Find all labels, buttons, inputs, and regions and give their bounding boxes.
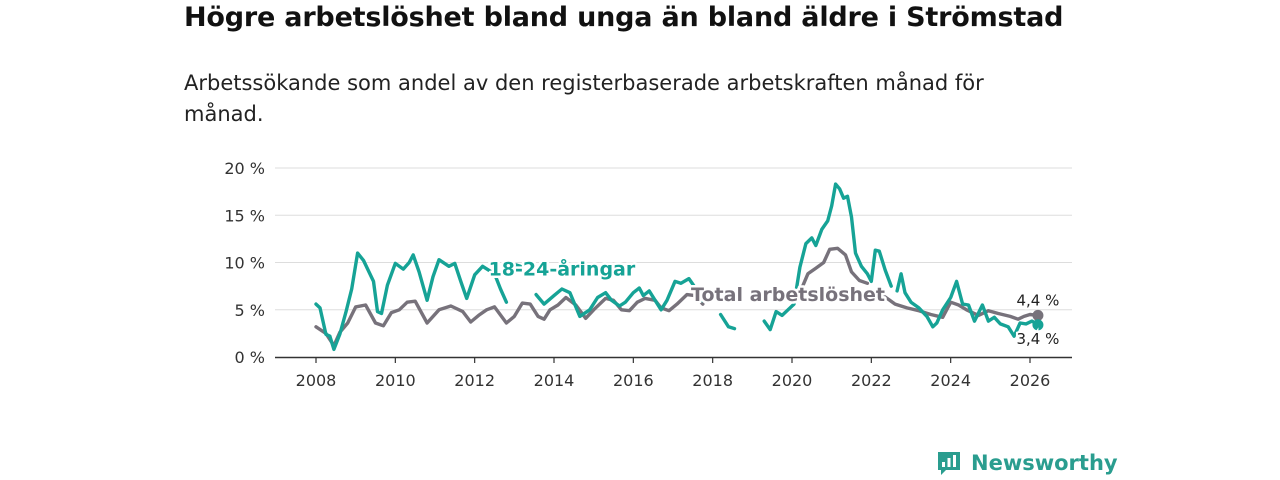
x-tick-label: 2020: [772, 371, 813, 390]
series-line-total-segment-0: [314, 292, 705, 348]
chart-title: Högre arbetslöshet bland unga än bland ä…: [184, 2, 1064, 33]
series-line-youth-segment-0: [314, 251, 509, 352]
x-tick-label: 2016: [613, 371, 654, 390]
bar-chart-logo-icon: [938, 452, 960, 475]
y-tick-label: 15 %: [224, 206, 265, 225]
series-line-youth-segment-2: [534, 276, 713, 319]
y-tick-label: 20 %: [224, 159, 265, 178]
x-tick-label: 2010: [375, 371, 416, 390]
brand-name: Newsworthy: [971, 451, 1118, 475]
x-tick-label: 2018: [692, 371, 733, 390]
line-chart: 0 % 5 % 10 % 15 % 20 % 2008 2010 2012 2014 2016 20…: [224, 159, 1072, 390]
x-tick-label: 2008: [296, 371, 337, 390]
y-tick-label: 5 %: [235, 301, 265, 320]
end-marker-total: [1032, 309, 1044, 321]
x-tick-label: 2022: [851, 371, 892, 390]
x-tick-label: 2012: [454, 371, 495, 390]
series-label-youth: 18-24-åringar: [489, 257, 636, 281]
series-line-total-segment-1: [798, 246, 870, 295]
series-line-youth-segment-1: [512, 262, 522, 268]
newsworthy-logo: Newsworthy: [936, 448, 1118, 478]
end-label-youth: 3,4 %: [1016, 330, 1059, 348]
series-line-youth-segment-3: [718, 312, 737, 331]
chart-subtitle: Arbetssökande som andel av den registerb…: [184, 71, 984, 126]
series-line-youth-segment-4: [762, 182, 893, 332]
end-label-total: 4,4 %: [1016, 291, 1059, 309]
series-line-youth-segment-5: [895, 272, 1040, 338]
y-tick-label: 10 %: [224, 254, 265, 273]
x-tick-label: 2026: [1010, 371, 1051, 390]
y-tick-label: 0 %: [235, 348, 265, 367]
end-marker-youth: [1032, 319, 1044, 331]
series-label-total: Total arbetslöshet: [691, 284, 885, 306]
series-line-total-segment-2: [881, 293, 1040, 321]
x-tick-label: 2014: [534, 371, 575, 390]
x-tick-label: 2024: [930, 371, 971, 390]
